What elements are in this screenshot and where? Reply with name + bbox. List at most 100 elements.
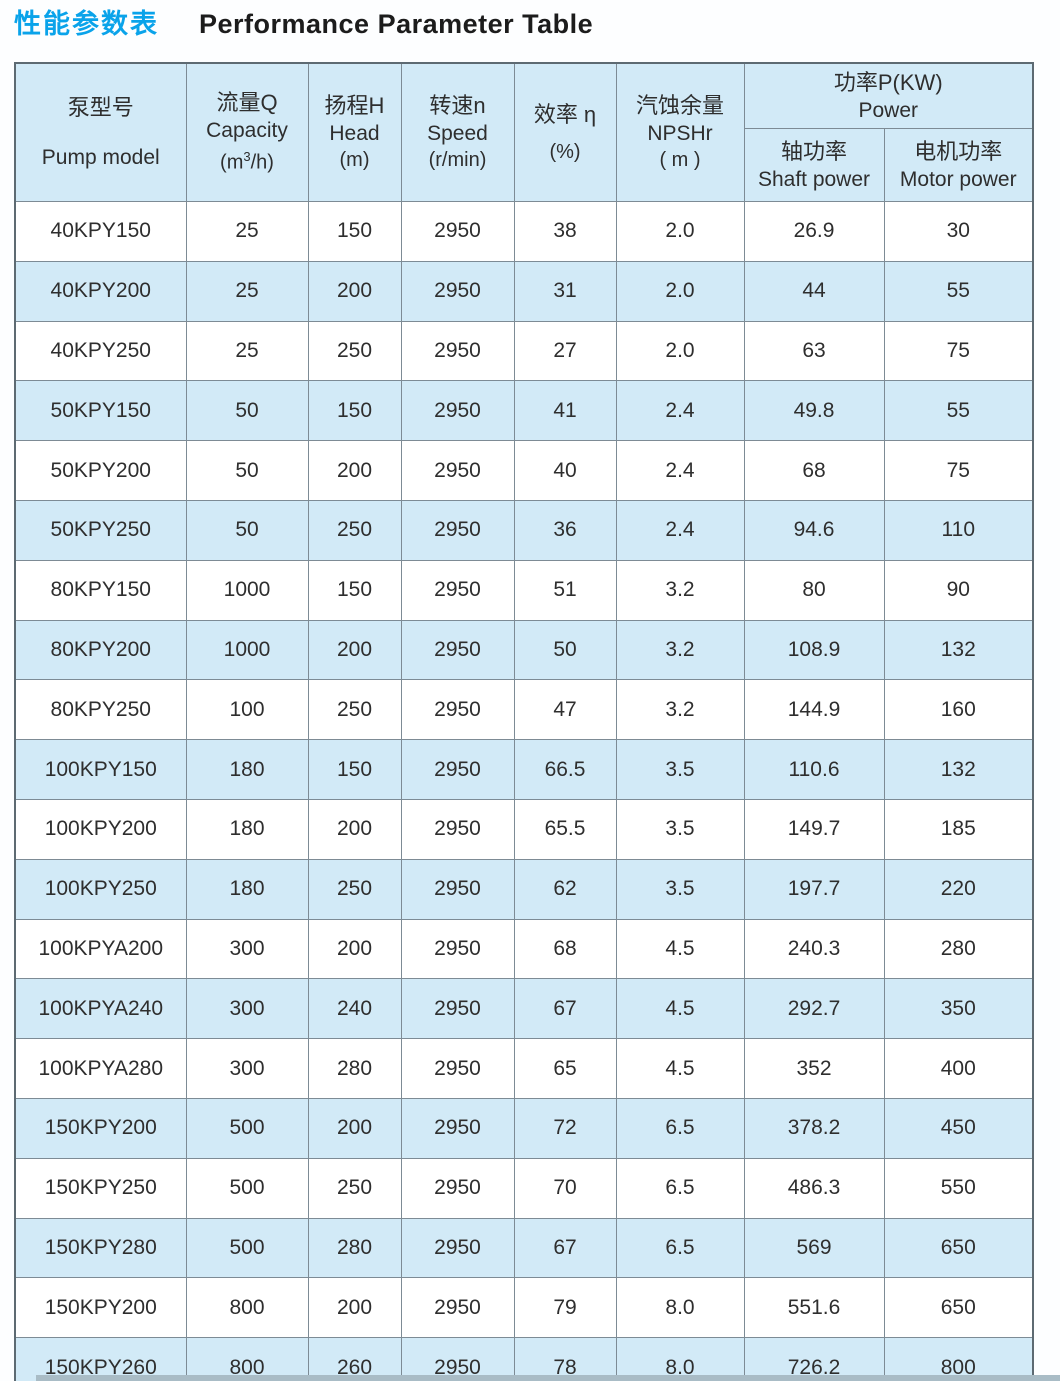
cell-efficiency: 62 [513, 858, 617, 920]
cell-efficiency: 40 [513, 440, 617, 501]
table-row: 40KPY200 25 200 2950 31 2.0 44 55 [14, 260, 1034, 322]
cell-pump_model: 40KPY150 [14, 201, 187, 262]
cell-shaft_power: 569 [743, 1217, 885, 1279]
header-speed: 转速n Speed (r/min) [400, 62, 515, 202]
cell-pump_model: 40KPY250 [14, 320, 187, 382]
cell-capacity: 180 [185, 798, 309, 860]
header-speed-unit: (r/min) [428, 149, 487, 171]
cell-pump_model: 100KPYA280 [14, 1038, 187, 1099]
cell-pump_model: 50KPY150 [14, 380, 187, 442]
header-speed-en: Speed [427, 122, 488, 145]
header-capacity-unit: (m3/h) [220, 149, 274, 174]
cell-shaft_power: 240.3 [743, 918, 885, 980]
table-row: 80KPY150 1000 150 2950 51 3.2 80 90 [14, 559, 1034, 621]
cell-efficiency: 70 [513, 1157, 617, 1219]
cell-head: 280 [307, 1038, 402, 1099]
cell-motor_power: 132 [883, 619, 1034, 681]
cell-speed: 2950 [400, 1157, 515, 1219]
table-row: 80KPY200 1000 200 2950 50 3.2 108.9 132 [14, 619, 1034, 681]
cell-capacity: 500 [185, 1157, 309, 1219]
cell-capacity: 50 [185, 499, 309, 561]
cell-head: 200 [307, 798, 402, 860]
header-shaft-power-en: Shaft power [757, 167, 871, 191]
table-row: 100KPYA280 300 280 2950 65 4.5 352 400 [14, 1038, 1034, 1099]
header-pump-model-zh: 泵型号 [67, 95, 134, 120]
cell-shaft_power: 110.6 [743, 739, 885, 800]
header-head-unit: (m) [339, 149, 370, 171]
cell-capacity: 50 [185, 440, 309, 501]
header-power-group: 功率P(KW) Power [743, 62, 1034, 129]
cell-capacity: 100 [185, 679, 309, 741]
header-efficiency-unit: (%) [549, 140, 581, 163]
cell-motor_power: 30 [883, 201, 1034, 262]
table-row: 80KPY250 100 250 2950 47 3.2 144.9 160 [14, 679, 1034, 741]
cell-capacity: 1000 [185, 619, 309, 681]
cell-head: 200 [307, 1277, 402, 1339]
table-row: 50KPY200 50 200 2950 40 2.4 68 75 [14, 440, 1034, 501]
cell-efficiency: 65.5 [513, 798, 617, 860]
cell-shaft_power: 94.6 [743, 499, 885, 561]
cell-capacity: 50 [185, 380, 309, 442]
cell-efficiency: 78 [513, 1337, 617, 1381]
cell-shaft_power: 726.2 [743, 1337, 885, 1381]
cell-npshr: 6.5 [615, 1157, 745, 1219]
cell-efficiency: 27 [513, 320, 617, 382]
cell-motor_power: 350 [883, 978, 1034, 1040]
cell-npshr: 3.5 [615, 858, 745, 920]
table-row: 100KPY200 180 200 2950 65.5 3.5 149.7 185 [14, 798, 1034, 860]
cell-efficiency: 47 [513, 679, 617, 741]
cell-efficiency: 79 [513, 1277, 617, 1339]
cell-npshr: 8.0 [615, 1277, 745, 1339]
cell-npshr: 3.5 [615, 798, 745, 860]
cell-motor_power: 75 [883, 440, 1034, 501]
cell-head: 260 [307, 1337, 402, 1381]
cell-speed: 2950 [400, 380, 515, 442]
cell-npshr: 2.0 [615, 320, 745, 382]
cell-speed: 2950 [400, 320, 515, 382]
cell-head: 150 [307, 201, 402, 262]
cell-motor_power: 160 [883, 679, 1034, 741]
header-head-en: Head [329, 122, 380, 145]
header-motor-power: 电机功率 Motor power [883, 128, 1034, 202]
cell-efficiency: 38 [513, 201, 617, 262]
table-row: 100KPY150 180 150 2950 66.5 3.5 110.6 132 [14, 739, 1034, 800]
cell-motor_power: 450 [883, 1097, 1034, 1159]
cell-motor_power: 650 [883, 1277, 1034, 1339]
cell-npshr: 4.5 [615, 978, 745, 1040]
cell-head: 150 [307, 380, 402, 442]
cell-motor_power: 132 [883, 739, 1034, 800]
header-head-zh: 扬程H [324, 93, 385, 118]
cell-pump_model: 150KPY200 [14, 1097, 187, 1159]
table-row: 100KPYA240 300 240 2950 67 4.5 292.7 350 [14, 978, 1034, 1040]
cell-speed: 2950 [400, 440, 515, 501]
cell-head: 250 [307, 679, 402, 741]
cell-shaft_power: 486.3 [743, 1157, 885, 1219]
cell-head: 250 [307, 499, 402, 561]
cell-shaft_power: 44 [743, 260, 885, 322]
header-efficiency: 效率 η (%) [513, 62, 617, 202]
cell-motor_power: 650 [883, 1217, 1034, 1279]
cell-head: 150 [307, 739, 402, 800]
cell-pump_model: 100KPYA200 [14, 918, 187, 980]
header-power-group-zh: 功率P(KW) [833, 69, 943, 95]
cell-npshr: 2.4 [615, 440, 745, 501]
header-power-group-en: Power [858, 98, 919, 122]
cell-capacity: 1000 [185, 559, 309, 621]
cell-speed: 2950 [400, 978, 515, 1040]
cell-npshr: 4.5 [615, 918, 745, 980]
cell-npshr: 2.0 [615, 201, 745, 262]
page-title: 性能参数表 Performance Parameter Table [14, 2, 593, 41]
cell-efficiency: 36 [513, 499, 617, 561]
table-row: 50KPY150 50 150 2950 41 2.4 49.8 55 [14, 380, 1034, 442]
performance-parameter-table: 泵型号 Pump model 流量Q Capacity (m3/h) 扬程H H… [14, 62, 1035, 1381]
table-body: 40KPY150 25 150 2950 38 2.0 26.9 30 40KPY200 25 20… [14, 201, 1034, 1381]
cell-shaft_power: 144.9 [743, 679, 885, 741]
cell-shaft_power: 26.9 [743, 201, 885, 262]
cell-npshr: 3.2 [615, 679, 745, 741]
cell-capacity: 25 [185, 201, 309, 262]
cell-speed: 2950 [400, 1097, 515, 1159]
cell-head: 200 [307, 260, 402, 322]
cell-shaft_power: 80 [743, 559, 885, 621]
cell-shaft_power: 551.6 [743, 1277, 885, 1339]
header-efficiency-zh: 效率 η [533, 101, 597, 127]
